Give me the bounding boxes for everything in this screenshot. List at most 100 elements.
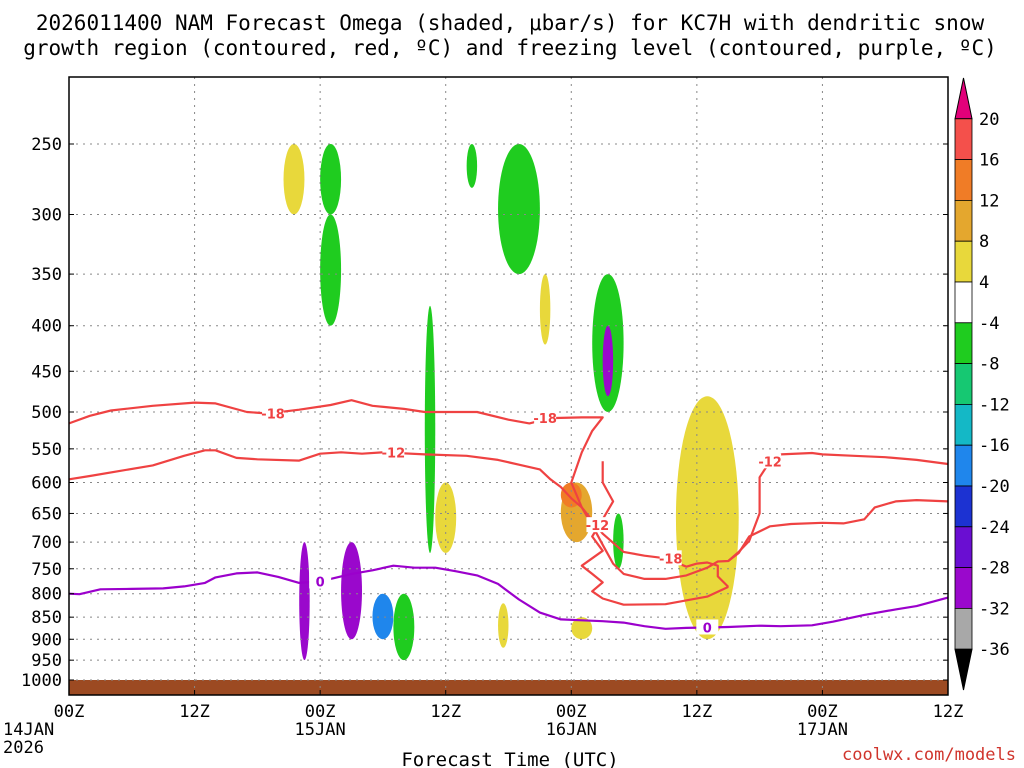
omega-region-0 bbox=[283, 144, 305, 215]
omega-shading bbox=[283, 144, 739, 661]
colorbar-swatch-5 bbox=[954, 281, 973, 324]
contour-line-4 bbox=[68, 564, 949, 630]
omega-region-17 bbox=[613, 513, 624, 569]
y-tick-label-500: 500 bbox=[31, 403, 62, 423]
colorbar-label-7: -12 bbox=[979, 395, 1010, 415]
colorbar-label-4: 4 bbox=[979, 273, 989, 293]
x-tick-label-48-0: 00Z bbox=[556, 702, 587, 722]
x-tick-label-0-0: 00Z bbox=[54, 702, 85, 722]
colorbar-arrow-top bbox=[954, 77, 973, 120]
colorbar-label-3: 8 bbox=[979, 232, 989, 252]
omega-region-3 bbox=[320, 214, 342, 326]
colorbar-label-0: 20 bbox=[979, 110, 999, 130]
colorbar-swatch-9 bbox=[954, 444, 973, 487]
contour-label-bg-4-1 bbox=[696, 619, 719, 635]
x-tick-label-12-0: 12Z bbox=[179, 702, 210, 722]
x-tick-label-60-0: 12Z bbox=[681, 702, 712, 722]
colorbar-label-6: -8 bbox=[979, 355, 999, 375]
colorbar-arrow-bottom bbox=[954, 648, 973, 691]
contour-label-0-2: -18 bbox=[659, 552, 683, 567]
omega-region-8 bbox=[435, 482, 457, 553]
y-tick-label-950: 950 bbox=[31, 651, 62, 671]
omega-region-9 bbox=[466, 144, 478, 188]
contour-line-1 bbox=[580, 461, 729, 606]
omega-region-2 bbox=[299, 542, 310, 661]
omega-region-10 bbox=[498, 144, 540, 275]
x-tick-label-72-1: 17JAN bbox=[797, 720, 848, 740]
colorbar-label-10: -24 bbox=[979, 518, 1010, 538]
omega-region-6 bbox=[393, 593, 415, 661]
colorbar-label-11: -28 bbox=[979, 559, 1010, 579]
y-tick-label-700: 700 bbox=[31, 533, 62, 553]
colorbar-swatch-6 bbox=[954, 322, 973, 364]
y-tick-label-350: 350 bbox=[31, 265, 62, 285]
contour-label-bg-0-1 bbox=[534, 410, 557, 426]
x-axis-label: Forecast Time (UTC) bbox=[401, 749, 618, 768]
colorbar-label-12: -32 bbox=[979, 599, 1010, 619]
y-tick-label-900: 900 bbox=[31, 630, 62, 650]
omega-region-7 bbox=[424, 305, 436, 553]
terrain-band bbox=[69, 680, 948, 695]
colorbar-label-13: -36 bbox=[979, 640, 1010, 660]
y-tick-label-450: 450 bbox=[31, 362, 62, 382]
omega-region-4 bbox=[341, 542, 362, 640]
colorbar-label-8: -16 bbox=[979, 436, 1010, 456]
x-tick-label-24-0: 00Z bbox=[305, 702, 336, 722]
colorbar-label-9: -20 bbox=[979, 477, 1010, 497]
colorbar-swatch-3 bbox=[954, 199, 973, 242]
colorbar-swatch-13 bbox=[954, 608, 973, 650]
y-tick-label-550: 550 bbox=[31, 440, 62, 460]
y-tick-label-850: 850 bbox=[31, 608, 62, 628]
terrain-layer bbox=[69, 680, 948, 695]
colorbar-swatch-12 bbox=[954, 567, 973, 609]
credit-link[interactable]: coolwx.com/models bbox=[842, 745, 1016, 765]
y-tick-label-1000: 1000 bbox=[21, 671, 62, 691]
contour-line-3 bbox=[727, 499, 949, 562]
contour-label-bg-2-0 bbox=[382, 444, 405, 460]
contour-label-2-0: -12 bbox=[382, 446, 406, 461]
contour-label-bg-2-2 bbox=[759, 453, 782, 469]
contour-label-0-1: -18 bbox=[533, 412, 557, 427]
contour-label-bg-4-0 bbox=[309, 573, 332, 589]
contour-label-4-1: 0 bbox=[703, 621, 712, 636]
omega-region-19 bbox=[571, 617, 593, 640]
y-tick-label-600: 600 bbox=[31, 473, 62, 493]
x-tick-label-24-1: 15JAN bbox=[295, 720, 346, 740]
y-tick-label-750: 750 bbox=[31, 560, 62, 580]
y-tick-label-300: 300 bbox=[31, 205, 62, 225]
contour-line-2 bbox=[68, 449, 949, 581]
contour-lines: -18 -18 -18 -12 -12 -12 0 0 bbox=[68, 399, 949, 636]
x-tick-label-0-1: 14JAN bbox=[3, 720, 54, 740]
chart-title: 2026011400 NAM Forecast Omega (shaded, μ… bbox=[23, 11, 997, 60]
omega-region-16 bbox=[602, 325, 614, 397]
contour-line-0 bbox=[68, 399, 730, 588]
colorbar-swatch-8 bbox=[954, 403, 973, 446]
contour-label-bg-0-0 bbox=[262, 405, 285, 421]
y-tick-label-250: 250 bbox=[31, 135, 62, 155]
colorbar-swatch-2 bbox=[954, 159, 973, 201]
colorbar-swatch-1 bbox=[954, 118, 973, 161]
title-line-2: growth region (contoured, red, ºC) and f… bbox=[23, 36, 997, 60]
omega-region-12 bbox=[539, 274, 551, 345]
contour-label-4-0: 0 bbox=[316, 575, 325, 590]
omega-region-1 bbox=[320, 144, 342, 215]
x-tick-label-36-0: 12Z bbox=[430, 702, 461, 722]
contour-label-0-0: -18 bbox=[261, 408, 285, 423]
y-tick-label-650: 650 bbox=[31, 504, 62, 524]
colorbar-label-2: 12 bbox=[979, 191, 999, 211]
y-axis: 2503003504004505005506006507007508008509… bbox=[21, 135, 948, 691]
colorbar-swatch-11 bbox=[954, 526, 973, 568]
omega-region-14 bbox=[560, 482, 582, 508]
plot-frame bbox=[68, 76, 949, 696]
colorbar-swatch-7 bbox=[954, 363, 973, 405]
colorbar-label-5: -4 bbox=[979, 314, 999, 334]
colorbar-swatch-10 bbox=[954, 485, 973, 528]
contour-label-2-2: -12 bbox=[758, 455, 782, 470]
colorbar-swatch-4 bbox=[954, 240, 973, 283]
title-line-1: 2026011400 NAM Forecast Omega (shaded, μ… bbox=[36, 11, 985, 35]
omega-region-5 bbox=[372, 593, 394, 640]
contour-label-2-1: -12 bbox=[586, 519, 610, 534]
x-tick-label-0-2: 2026 bbox=[3, 738, 44, 758]
